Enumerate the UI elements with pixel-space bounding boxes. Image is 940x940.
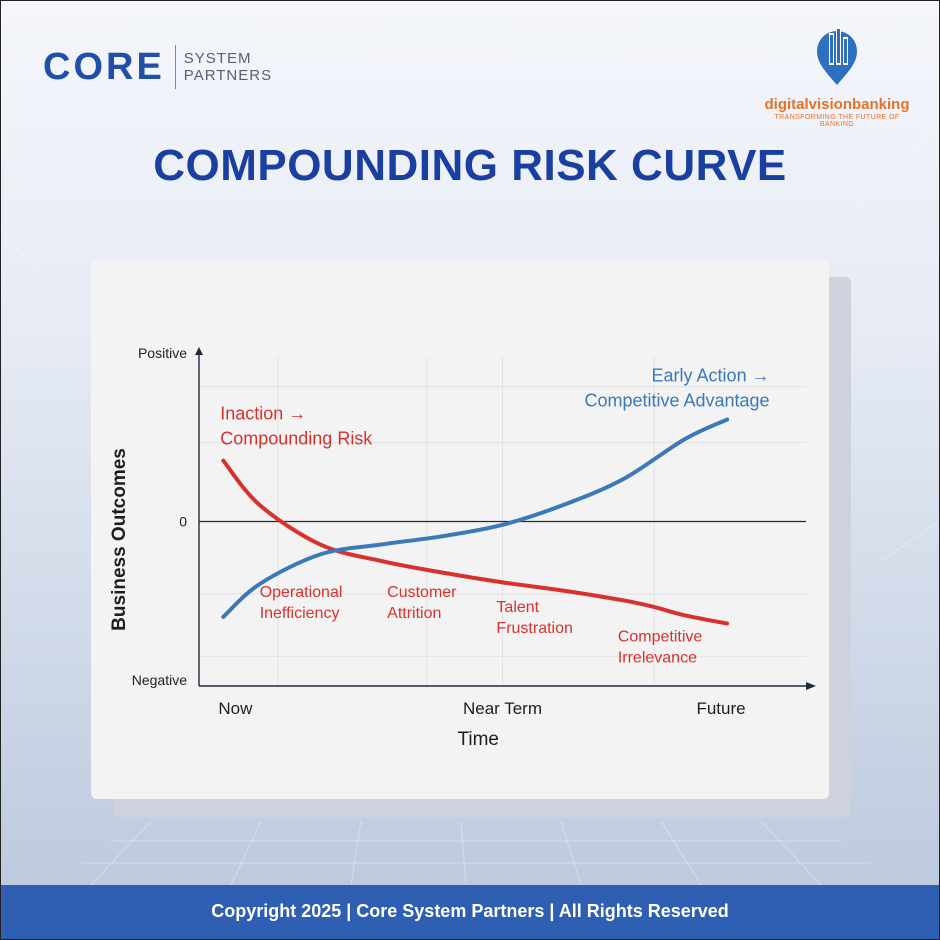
logo-divider	[174, 45, 176, 89]
series-label-line1: Early Action →	[652, 366, 770, 386]
y-tick-zero: 0	[179, 514, 187, 530]
digitalvisionbanking-logo: digitalvisionbanking TRANSFORMING THE FU…	[757, 27, 917, 128]
y-axis-arrow	[195, 347, 203, 355]
x-axis-arrow	[806, 682, 816, 690]
x-tick-label: Future	[696, 699, 745, 718]
logo-subtitle: SYSTEM PARTNERS	[184, 50, 272, 84]
annotation-label-line2: Irrelevance	[618, 650, 697, 667]
city-pin-icon	[817, 27, 857, 85]
inaction-series-line	[221, 458, 730, 626]
partner-tagline: TRANSFORMING THE FUTURE OF BANKING	[774, 114, 900, 128]
x-axis-title: Time	[457, 729, 499, 750]
annotation-label-line2: Frustration	[496, 620, 572, 637]
series-label-line2: Competitive Advantage	[584, 391, 769, 411]
partner-name: digitalvisionbanking	[764, 96, 910, 113]
compounding-risk-chart: Positive 0 Negative Now Near Term Future Time B…	[109, 345, 816, 750]
annotation-label-line1: Customer	[387, 584, 457, 601]
annotation-label-line2: Attrition	[387, 605, 441, 622]
series-label-line2: Compounding Risk	[220, 429, 373, 449]
core-system-partners-logo: CORE SYSTEM PARTNERS	[43, 45, 272, 89]
early-action-series-line	[221, 417, 730, 619]
annotation-label-line2: Inefficiency	[260, 605, 340, 622]
x-tick-label: Near Term	[463, 699, 542, 718]
y-tick-positive: Positive	[138, 345, 187, 361]
logo-subtitle-line1: SYSTEM	[183, 50, 252, 67]
series-label-line1: Inaction →	[220, 404, 306, 424]
chart-card: Positive 0 Negative Now Near Term Future Time B…	[91, 259, 829, 799]
annotation-label-line1: Operational	[260, 584, 343, 601]
y-axis-title: Business Outcomes	[109, 448, 130, 631]
annotation-label-line1: Competitive	[618, 629, 703, 646]
annotation-label-line1: Talent	[496, 599, 539, 616]
page-title: COMPOUNDING RISK CURVE	[153, 141, 787, 190]
logo-subtitle-line2: PARTNERS	[183, 67, 273, 84]
copyright-footer: Copyright 2025 | Core System Partners | …	[1, 885, 939, 939]
x-tick-label: Now	[218, 699, 253, 718]
y-tick-negative: Negative	[132, 672, 187, 688]
logo-wordmark: CORE	[43, 45, 165, 88]
